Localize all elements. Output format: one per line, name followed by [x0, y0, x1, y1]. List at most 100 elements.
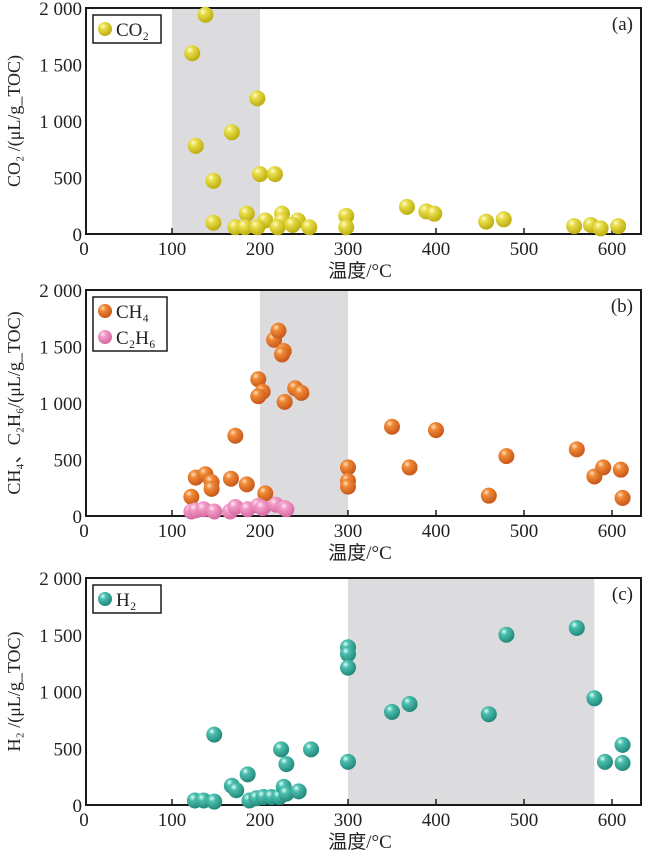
- y-tick-label: 2 000: [39, 569, 82, 590]
- x-tick-label: 500: [510, 239, 539, 260]
- x-tick-label: 200: [246, 521, 275, 542]
- y-tick-label: 500: [54, 739, 83, 760]
- data-point: [205, 214, 222, 231]
- x-tick-label: 100: [158, 239, 187, 260]
- data-point: [273, 741, 290, 758]
- data-point: [203, 480, 220, 497]
- data-point: [340, 753, 356, 770]
- shaded-region: [260, 290, 348, 516]
- panel-label: (c): [612, 584, 633, 605]
- y-tick-label: 1 500: [39, 56, 82, 77]
- data-point: [290, 783, 307, 800]
- data-point: [197, 6, 214, 23]
- data-point: [239, 766, 256, 783]
- data-point: [480, 706, 497, 723]
- y-axis-label: CH₄、C₂H₆/(μL/g_TOC): [4, 311, 25, 494]
- data-point: [269, 219, 286, 236]
- data-point: [249, 219, 266, 236]
- data-point: [301, 219, 318, 236]
- data-point: [401, 459, 418, 476]
- data-point: [495, 211, 512, 228]
- y-tick-label: 1 500: [39, 626, 82, 647]
- data-point: [284, 216, 301, 233]
- x-tick-label: 500: [510, 521, 539, 542]
- data-point: [498, 626, 515, 643]
- data-point: [398, 198, 415, 215]
- data-point: [266, 166, 283, 183]
- data-point: [252, 166, 268, 183]
- data-point: [303, 741, 320, 758]
- x-tick-label: 400: [422, 810, 451, 831]
- data-point: [401, 695, 418, 712]
- legend-label-0: H₂: [116, 590, 136, 611]
- data-point: [206, 503, 223, 520]
- data-point: [478, 213, 495, 230]
- x-tick-label: 400: [422, 521, 451, 542]
- x-axis-label: 温度/°C: [328, 260, 392, 282]
- data-point: [384, 703, 400, 720]
- data-point: [340, 659, 356, 676]
- y-tick-label: 0: [73, 796, 83, 817]
- data-point: [340, 646, 356, 663]
- data-point: [384, 418, 400, 435]
- x-tick-label: 500: [510, 810, 539, 831]
- x-tick-label: 600: [598, 521, 627, 542]
- y-axis-label: CO₂ /(μL/g_TOC): [4, 55, 25, 187]
- legend-label-0: CH₄: [116, 302, 149, 323]
- data-point: [250, 371, 267, 388]
- data-point: [205, 172, 222, 189]
- data-point: [257, 485, 274, 502]
- x-tick-label: 600: [598, 239, 627, 260]
- x-tick-label: 300: [334, 810, 363, 831]
- data-point: [340, 459, 356, 476]
- data-point: [592, 220, 609, 237]
- panel-c: 0 100 200 300 400 500 600 0 500 1 000 1 500 2 000 温度…: [4, 569, 642, 853]
- x-axis-label: 温度/°C: [328, 542, 392, 564]
- data-point: [227, 498, 244, 515]
- y-tick-label: 1 000: [39, 112, 82, 133]
- data-point: [566, 218, 583, 235]
- x-tick-label: 400: [422, 239, 451, 260]
- data-point: [249, 90, 266, 107]
- data-point: [222, 470, 239, 487]
- data-point: [238, 476, 255, 493]
- data-point: [270, 322, 287, 339]
- data-point: [206, 793, 223, 810]
- data-point: [250, 388, 267, 405]
- data-point: [278, 756, 295, 773]
- x-tick-label: 300: [334, 239, 363, 260]
- shaded-region: [348, 578, 595, 805]
- shaded-region: [172, 8, 260, 234]
- y-tick-label: 0: [73, 507, 83, 528]
- data-point: [614, 736, 631, 753]
- x-tick-label: 200: [246, 810, 275, 831]
- data-point: [586, 690, 603, 707]
- data-point: [227, 427, 244, 444]
- data-point: [278, 501, 295, 518]
- x-tick-label: 100: [158, 810, 187, 831]
- data-point: [187, 137, 204, 154]
- y-tick-label: 2 000: [39, 0, 82, 20]
- plot-frame: [85, 289, 642, 517]
- data-point: [596, 753, 613, 770]
- data-point: [276, 393, 293, 410]
- data-point: [614, 755, 631, 772]
- data-point: [274, 346, 290, 363]
- data-point: [278, 785, 295, 802]
- data-point: [595, 459, 612, 476]
- data-point: [340, 478, 356, 495]
- x-tick-label: 600: [598, 810, 627, 831]
- data-point: [206, 726, 223, 743]
- data-point: [498, 448, 515, 465]
- y-tick-label: 1 000: [39, 394, 82, 415]
- panel-a: 0 100 200 300 400 500 600 0 500 1 000 1 500 2 000 温度…: [4, 0, 642, 282]
- legend-marker-0: [98, 22, 112, 36]
- data-point: [428, 422, 444, 439]
- legend-marker-1: [98, 330, 112, 344]
- y-tick-label: 500: [54, 169, 83, 190]
- plot-frame: [85, 7, 642, 235]
- data-point: [568, 441, 585, 458]
- legend-label-0: CO₂: [116, 20, 149, 41]
- x-tick-label: 300: [334, 521, 363, 542]
